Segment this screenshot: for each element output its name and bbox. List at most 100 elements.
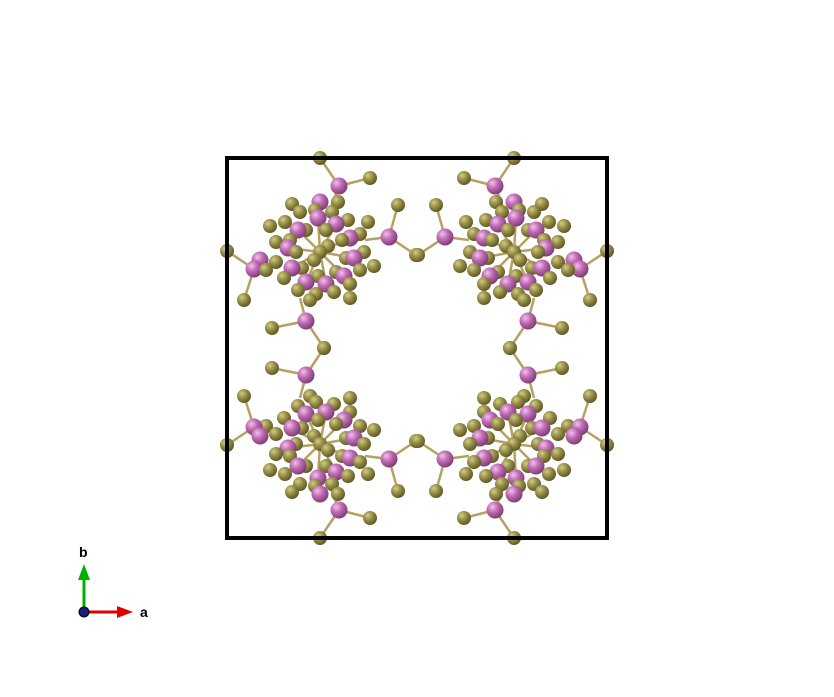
gold-atom <box>411 248 425 262</box>
gold-atom <box>555 321 569 335</box>
gold-atom <box>479 469 493 483</box>
gold-atom <box>513 253 527 267</box>
pink-atom <box>519 405 537 423</box>
gold-atom <box>303 293 317 307</box>
gold-atom <box>529 283 543 297</box>
pink-atom <box>345 249 363 267</box>
gold-atom <box>429 198 443 212</box>
gold-atom <box>527 205 541 219</box>
gold-atom <box>453 423 467 437</box>
gold-atom <box>343 291 357 305</box>
gold-atom <box>557 463 571 477</box>
gold-atom <box>259 263 273 277</box>
gold-atom <box>551 255 565 269</box>
pink-atom <box>489 463 507 481</box>
gold-atom <box>291 283 305 297</box>
pink-atom <box>380 450 398 468</box>
pink-atom <box>311 485 329 503</box>
gold-atom <box>457 171 471 185</box>
unit-cell-box <box>225 156 609 540</box>
gold-atom <box>341 213 355 227</box>
gold-atom <box>459 215 473 229</box>
gold-atom <box>467 455 481 469</box>
gold-atom <box>367 259 381 273</box>
gold-atom <box>329 417 343 431</box>
pink-atom <box>436 450 454 468</box>
pink-atom <box>527 457 545 475</box>
gold-atom <box>353 263 367 277</box>
pink-atom <box>519 312 537 330</box>
gold-atom <box>535 485 549 499</box>
gold-atom <box>495 205 509 219</box>
pink-atom <box>471 249 489 267</box>
gold-atom <box>555 361 569 375</box>
gold-atom <box>319 223 333 237</box>
gold-atom <box>343 391 357 405</box>
gold-atom <box>391 198 405 212</box>
pink-atom <box>283 419 301 437</box>
gold-atom <box>531 245 545 259</box>
gold-atom <box>551 235 565 249</box>
gold-atom <box>463 437 477 451</box>
pink-atom <box>436 228 454 246</box>
gold-atom <box>309 395 323 409</box>
gold-atom <box>489 487 503 501</box>
gold-atom <box>411 434 425 448</box>
gold-atom <box>543 271 557 285</box>
gold-atom <box>485 233 499 247</box>
pink-atom <box>297 366 315 384</box>
gold-atom <box>237 293 251 307</box>
gold-atom <box>278 467 292 481</box>
b-axis-label: b <box>79 544 88 560</box>
pink-atom <box>533 419 551 437</box>
gold-atom <box>357 437 371 451</box>
gold-atom <box>263 219 277 233</box>
gold-atom <box>363 171 377 185</box>
gold-atom <box>583 389 597 403</box>
pink-atom <box>571 260 589 278</box>
pink-atom <box>251 427 269 445</box>
gold-atom <box>503 341 517 355</box>
gold-atom <box>361 215 375 229</box>
gold-atom <box>269 447 283 461</box>
pink-atom <box>330 501 348 519</box>
gold-atom <box>391 484 405 498</box>
a-axis-arrowhead <box>117 606 133 618</box>
pink-atom <box>289 457 307 475</box>
gold-atom <box>542 467 556 481</box>
gold-atom <box>477 277 491 291</box>
gold-atom <box>491 417 505 431</box>
gold-atom <box>551 447 565 461</box>
gold-atom <box>551 427 565 441</box>
bond-layer <box>226 157 608 539</box>
b-axis-arrowhead <box>78 564 90 580</box>
pink-atom <box>505 485 523 503</box>
gold-atom <box>509 413 523 427</box>
gold-atom <box>343 277 357 291</box>
pink-atom <box>330 177 348 195</box>
gold-atom <box>265 321 279 335</box>
gold-atom <box>325 205 339 219</box>
gold-atom <box>293 205 307 219</box>
gold-atom <box>517 293 531 307</box>
gold-atom <box>457 511 471 525</box>
gold-atom <box>429 484 443 498</box>
atom-layer <box>220 151 614 545</box>
pink-atom <box>245 260 263 278</box>
gold-atom <box>265 361 279 375</box>
gold-atom <box>467 419 481 433</box>
gold-atom <box>269 235 283 249</box>
gold-atom <box>363 511 377 525</box>
pink-atom <box>486 177 504 195</box>
gold-atom <box>583 293 597 307</box>
gold-atom <box>467 263 481 277</box>
gold-atom <box>511 395 525 409</box>
gold-atom <box>327 285 341 299</box>
gold-atom <box>285 485 299 499</box>
gold-atom <box>317 341 331 355</box>
pink-atom <box>565 427 583 445</box>
pink-atom <box>507 209 525 227</box>
gold-atom <box>335 233 349 247</box>
pink-atom <box>309 209 327 227</box>
